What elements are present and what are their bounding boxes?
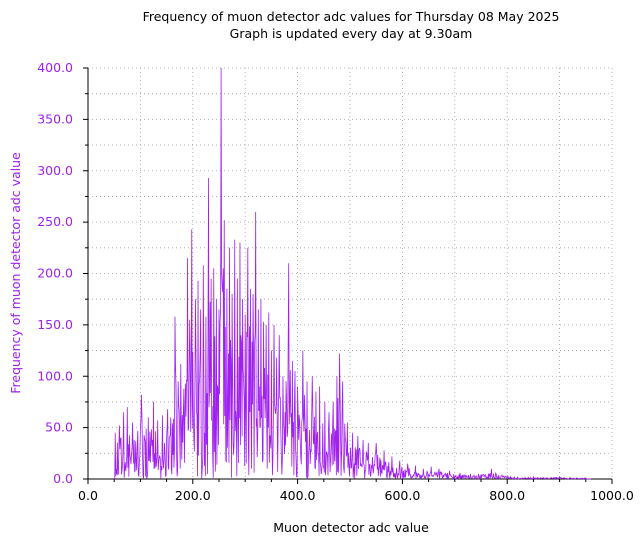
- chart-title-line-1: Frequency of muon detector adc values fo…: [143, 9, 560, 24]
- x-tick-label: 200.0: [175, 488, 211, 503]
- series-muon-adc: [114, 67, 592, 480]
- x-tick-label: 400.0: [280, 488, 316, 503]
- x-tick-label: 1000.0: [590, 488, 634, 503]
- x-axis-label: Muon detector adc value: [273, 520, 429, 535]
- x-tick-label: 800.0: [489, 488, 525, 503]
- y-tick-label: 100.0: [37, 368, 73, 383]
- y-tick-label: 200.0: [37, 266, 73, 281]
- y-tick-label: 250.0: [37, 214, 73, 229]
- y-tick-label: 0.0: [53, 471, 73, 486]
- grid-lines: [88, 67, 613, 479]
- y-axis-label: Frequency of muon detector adc value: [8, 152, 23, 394]
- y-tick-label: 50.0: [45, 420, 73, 435]
- series-line: [114, 67, 592, 480]
- y-tick-label: 150.0: [37, 317, 73, 332]
- tick-labels: 0.0 200.0 400.0 600.0 800.0 1000.0 0.0 50.0 100.…: [37, 60, 634, 503]
- chart-title-line-2: Graph is updated every day at 9.30am: [230, 26, 473, 41]
- chart-title: Frequency of muon detector adc values fo…: [143, 9, 560, 41]
- x-tick-label: 0.0: [78, 488, 98, 503]
- x-tick-label: 600.0: [385, 488, 421, 503]
- y-tick-label: 350.0: [37, 111, 73, 126]
- y-tick-label: 400.0: [37, 60, 73, 75]
- y-tick-label: 300.0: [37, 163, 73, 178]
